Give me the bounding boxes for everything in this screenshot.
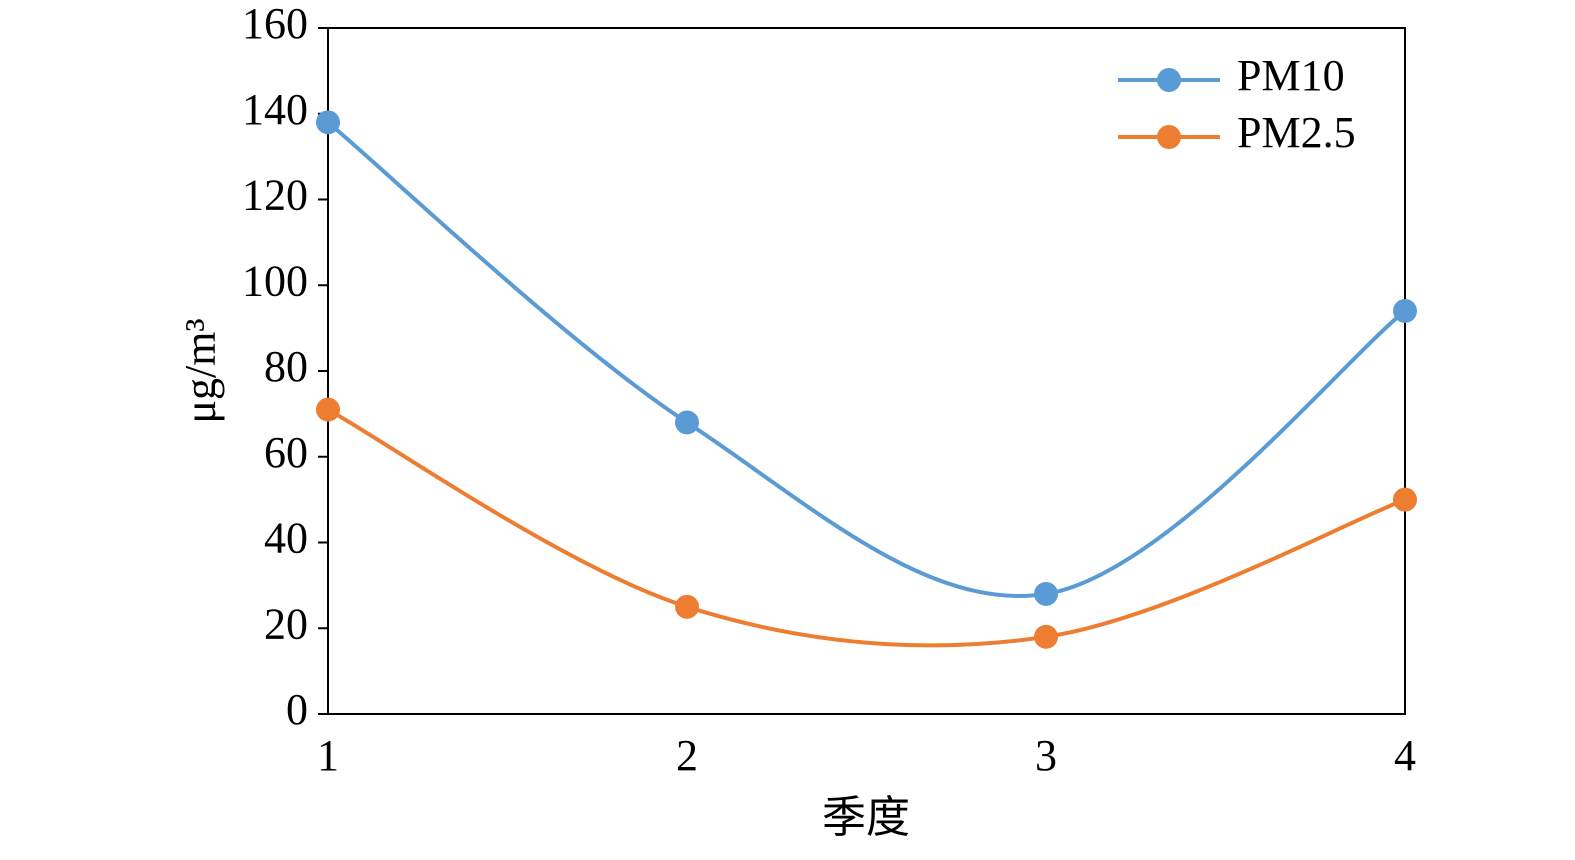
x-tick-label: 2 xyxy=(676,731,698,780)
data-point xyxy=(1393,487,1417,512)
y-tick-label: 120 xyxy=(242,171,308,220)
x-axis-title: 季度 xyxy=(822,793,910,842)
x-tick-label: 3 xyxy=(1035,731,1057,780)
y-tick-label: 160 xyxy=(242,0,308,48)
series-line xyxy=(326,120,1407,598)
y-tick-label: 80 xyxy=(264,342,308,391)
data-point xyxy=(675,410,699,435)
data-point xyxy=(316,397,340,422)
y-tick-label: 40 xyxy=(264,514,308,563)
data-point xyxy=(1034,624,1058,649)
y-tick-label: 140 xyxy=(242,85,308,134)
y-tick-label: 60 xyxy=(264,428,308,477)
data-point xyxy=(316,110,340,135)
data-point xyxy=(675,594,699,619)
data-point xyxy=(1393,298,1417,323)
series-line xyxy=(327,407,1406,648)
y-axis-title: μg/m³ xyxy=(176,318,225,423)
legend-label: PM10 xyxy=(1237,51,1345,100)
legend-marker xyxy=(1157,68,1181,92)
x-tick-label: 1 xyxy=(317,731,339,780)
x-tick-label: 4 xyxy=(1394,731,1416,780)
legend-label: PM2.5 xyxy=(1237,108,1356,157)
y-tick-label: 100 xyxy=(242,256,308,305)
y-tick-label: 20 xyxy=(264,599,308,648)
data-point xyxy=(1034,581,1058,606)
y-tick-label: 0 xyxy=(286,685,308,734)
legend-marker xyxy=(1157,125,1181,149)
